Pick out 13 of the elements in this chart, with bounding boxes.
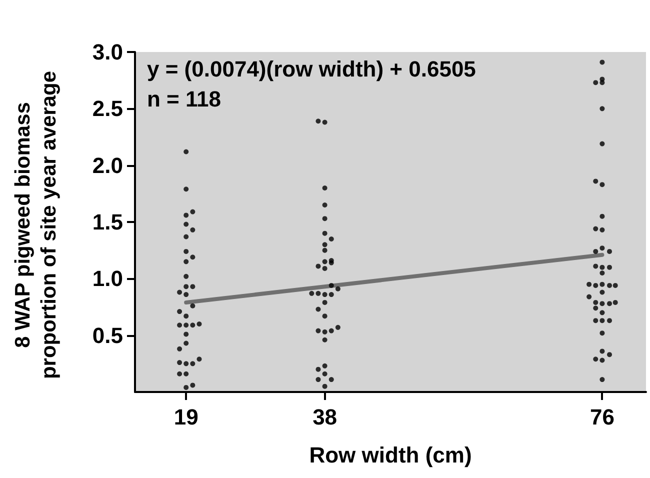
y-tick-label: 1.0	[92, 266, 123, 292]
y-tick-label: 2.5	[92, 96, 123, 122]
annotation: y = (0.0074)(row width) + 0.6505	[147, 56, 476, 82]
y-tick-label: 0.5	[92, 322, 123, 348]
y-tick-label: 3.0	[92, 40, 123, 64]
y-axis-title: 8 WAP pigweed biomass proportion of site year average	[12, 70, 60, 380]
x-tick-label: 19	[174, 404, 198, 430]
x-axis-title: Row width (cm)	[309, 442, 472, 468]
y-tick-label: 2.0	[92, 152, 123, 178]
annotation: n = 118	[147, 86, 222, 112]
y-tick-label: 1.5	[92, 210, 123, 234]
x-tick-label: 38	[312, 404, 338, 430]
x-tick-label: 76	[590, 404, 614, 430]
